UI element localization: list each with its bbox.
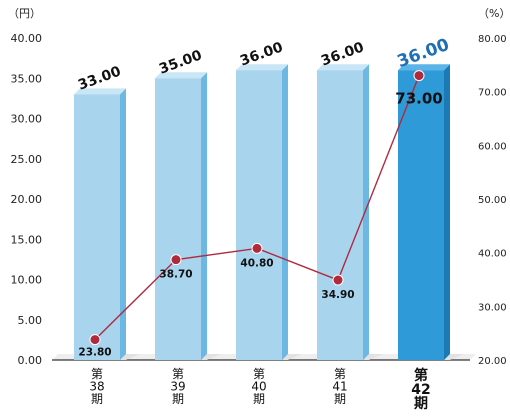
line-point-label: 23.80 — [78, 347, 111, 359]
category-text: 期 — [253, 392, 265, 406]
line-point — [251, 242, 263, 254]
right-tick-label: 40.00 — [478, 249, 507, 260]
bar-shadow — [363, 354, 383, 360]
category-text: 期 — [334, 392, 346, 406]
left-tick-label: 10.00 — [11, 274, 43, 287]
bar-side — [201, 72, 207, 360]
line-point — [413, 70, 425, 82]
line-point — [170, 254, 182, 266]
category-text: 第 — [253, 367, 265, 381]
left-tick-label: 20.00 — [11, 193, 43, 206]
category-text: 期 — [414, 396, 428, 412]
line-point — [89, 334, 101, 346]
line-point — [332, 274, 344, 286]
right-tick-label: 20.00 — [478, 356, 507, 367]
line-point-label: 34.90 — [321, 289, 354, 301]
bar-side — [120, 88, 126, 360]
category-text: 第 — [91, 367, 103, 381]
line-point-label: 38.70 — [159, 269, 192, 281]
bar: 36.00 — [317, 39, 383, 360]
category-number: 41 — [332, 380, 347, 394]
bar-side — [363, 64, 369, 360]
category-text: 第 — [414, 367, 428, 384]
bar: 35.00 — [155, 47, 221, 360]
right-tick-label: 50.00 — [478, 195, 507, 206]
bar-front — [74, 94, 120, 360]
bar-front — [236, 70, 282, 360]
left-tick-label: 35.00 — [11, 72, 43, 85]
bar: 36.00 — [395, 35, 464, 360]
bar-front — [155, 78, 201, 360]
bar: 33.00 — [74, 63, 140, 360]
right-axis-unit: （%） — [478, 7, 510, 20]
bar-front — [398, 70, 444, 360]
right-tick-label: 60.00 — [478, 141, 507, 152]
bar: 36.00 — [236, 39, 302, 360]
bar-shadow — [444, 354, 464, 360]
category-number: 38 — [89, 380, 104, 394]
right-tick-label: 30.00 — [478, 302, 507, 313]
category-text: 期 — [172, 392, 184, 406]
left-tick-label: 15.00 — [11, 233, 43, 246]
bar-shadow — [120, 354, 140, 360]
right-tick-label: 70.00 — [478, 88, 507, 99]
category-number: 40 — [251, 380, 266, 394]
bar-top — [155, 72, 207, 79]
category-text: 期 — [91, 392, 103, 406]
category-text: 第 — [172, 367, 184, 381]
left-tick-label: 40.00 — [11, 32, 43, 45]
line-series: 23.80 38.70 40.80 34.90 73.00 — [78, 70, 443, 359]
bar-top — [317, 64, 369, 71]
bar-front — [317, 70, 363, 360]
left-axis: 0.00 5.00 10.00 15.00 20.00 25.00 30.00 35.00 40… — [11, 32, 43, 367]
category-number: 39 — [170, 380, 185, 394]
bar-side — [282, 64, 288, 360]
bar-shadow — [201, 354, 221, 360]
right-tick-label: 80.00 — [478, 34, 507, 45]
left-tick-label: 30.00 — [11, 113, 43, 126]
left-tick-label: 0.00 — [18, 354, 43, 367]
left-tick-label: 5.00 — [18, 314, 43, 327]
category-text: 第 — [334, 367, 346, 381]
bar-shadow — [282, 354, 302, 360]
left-axis-unit: （円） — [8, 7, 41, 20]
bar-top — [74, 88, 126, 95]
left-tick-label: 25.00 — [11, 153, 43, 166]
right-axis: 20.00 30.00 40.00 50.00 60.00 70.00 80.00 — [478, 34, 507, 367]
bar-side — [444, 64, 450, 360]
category-number: 42 — [411, 382, 430, 398]
line-point-label: 40.80 — [240, 257, 273, 269]
bar-top — [236, 64, 288, 71]
bar-top — [398, 64, 450, 71]
line-point-label: 73.00 — [395, 90, 442, 108]
